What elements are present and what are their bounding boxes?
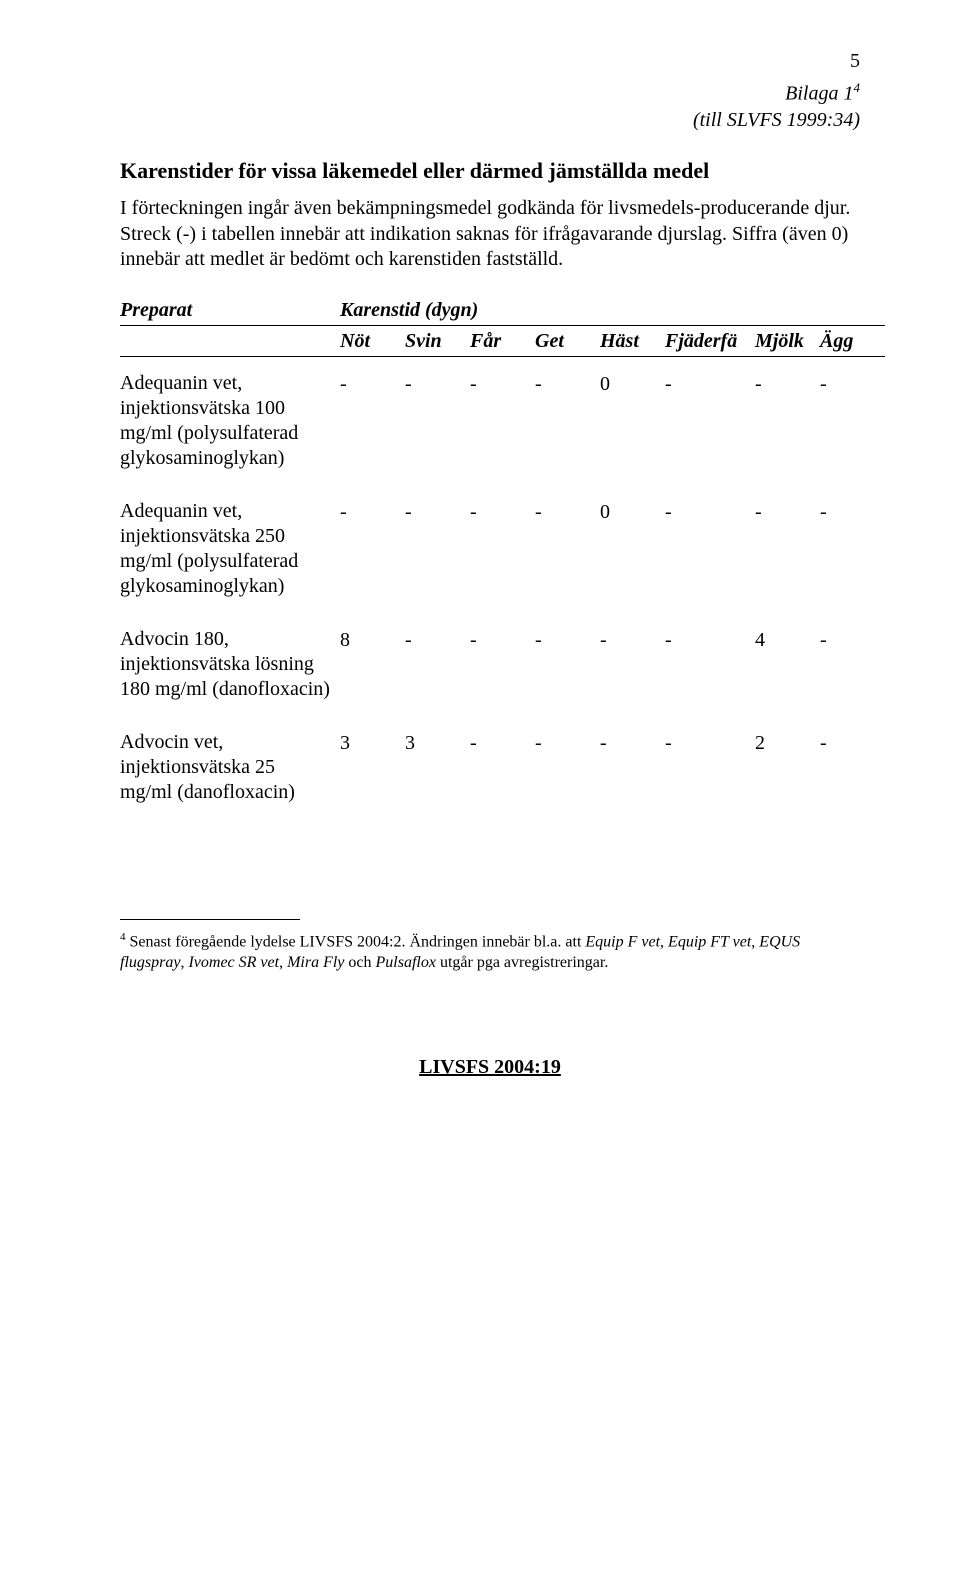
karenstid-table: Preparat Karenstid (dygn) Nöt Svin Får G… — [120, 295, 885, 819]
cell-prep: Adequanin vet, injektionsvätska 250 mg/m… — [120, 485, 340, 613]
th-col-2: Får — [470, 325, 535, 356]
footnote-sep-1: , — [660, 933, 668, 950]
footnote: 4 Senast föregående lydelse LIVSFS 2004:… — [120, 930, 860, 974]
table-header-row-1: Preparat Karenstid (dygn) — [120, 295, 885, 326]
th-col-6: Mjölk — [755, 325, 820, 356]
cell-val: - — [755, 485, 820, 613]
th-empty — [120, 325, 340, 356]
page-number: 5 — [120, 48, 860, 74]
footnote-italic-1: Equip F vet — [585, 933, 660, 950]
cell-val: 2 — [755, 716, 820, 819]
cell-val: - — [535, 716, 600, 819]
section-heading: Karenstider för vissa läkemedel eller dä… — [120, 157, 860, 185]
bilaga-sup: 4 — [854, 80, 861, 95]
cell-val: - — [405, 485, 470, 613]
th-col-4: Häst — [600, 325, 665, 356]
bilaga-line1: Bilaga 14 — [120, 80, 860, 107]
table-row: Adequanin vet, injektionsvätska 250 mg/m… — [120, 485, 885, 613]
cell-val: - — [535, 485, 600, 613]
cell-val: - — [600, 613, 665, 716]
cell-val: - — [470, 613, 535, 716]
cell-val: 3 — [340, 716, 405, 819]
bilaga-prefix: Bilaga 1 — [785, 83, 853, 105]
cell-val: - — [820, 485, 885, 613]
footnote-italic-4: Ivomec SR vet — [188, 954, 279, 971]
table-row: Advocin 180, injektionsvätska lösning 18… — [120, 613, 885, 716]
cell-val: - — [600, 716, 665, 819]
intro-paragraph: I förteckningen ingår även bekämpningsme… — [120, 196, 860, 273]
bilaga-block: Bilaga 14 (till SLVFS 1999:34) — [120, 80, 860, 133]
cell-val: - — [470, 356, 535, 485]
cell-val: 8 — [340, 613, 405, 716]
cell-val: - — [665, 356, 755, 485]
cell-val: - — [405, 613, 470, 716]
table-row: Advocin vet, injektionsvätska 25 mg/ml (… — [120, 716, 885, 819]
cell-val: 0 — [600, 356, 665, 485]
cell-val: 0 — [600, 485, 665, 613]
cell-val: - — [340, 485, 405, 613]
cell-prep: Advocin vet, injektionsvätska 25 mg/ml (… — [120, 716, 340, 819]
cell-val: - — [535, 613, 600, 716]
cell-val: - — [665, 716, 755, 819]
cell-val: - — [820, 716, 885, 819]
table-row: Adequanin vet, injektionsvätska 100 mg/m… — [120, 356, 885, 485]
cell-prep: Adequanin vet, injektionsvätska 100 mg/m… — [120, 356, 340, 485]
cell-val: - — [755, 356, 820, 485]
footnote-text-after: utgår pga avregistreringar. — [436, 954, 608, 971]
footnote-italic-5: Mira Fly — [287, 954, 344, 971]
cell-prep: Advocin 180, injektionsvätska lösning 18… — [120, 613, 340, 716]
th-col-5: Fjäderfä — [665, 325, 755, 356]
bilaga-line2: (till SLVFS 1999:34) — [120, 107, 860, 133]
th-karenstid: Karenstid (dygn) — [340, 295, 885, 326]
th-col-3: Get — [535, 325, 600, 356]
table-header-row-2: Nöt Svin Får Get Häst Fjäderfä Mjölk Ägg — [120, 325, 885, 356]
footnote-separator — [120, 919, 300, 920]
cell-val: 3 — [405, 716, 470, 819]
cell-val: - — [470, 716, 535, 819]
cell-val: - — [665, 485, 755, 613]
footnote-italic-6: Pulsaflox — [376, 954, 436, 971]
cell-val: - — [820, 356, 885, 485]
footnote-sep-4: , — [279, 954, 287, 971]
cell-val: - — [405, 356, 470, 485]
th-col-1: Svin — [405, 325, 470, 356]
cell-val: - — [820, 613, 885, 716]
footnote-text-1: Senast föregående lydelse LIVSFS 2004:2.… — [126, 933, 586, 950]
th-col-0: Nöt — [340, 325, 405, 356]
cell-val: 4 — [755, 613, 820, 716]
footnote-italic-2: Equip FT vet — [668, 933, 751, 950]
cell-val: - — [535, 356, 600, 485]
cell-val: - — [470, 485, 535, 613]
th-preparat: Preparat — [120, 295, 340, 326]
cell-val: - — [665, 613, 755, 716]
cell-val: - — [340, 356, 405, 485]
th-col-7: Ägg — [820, 325, 885, 356]
footer-ref: LIVSFS 2004:19 — [120, 1054, 860, 1080]
footnote-sep-5: och — [344, 954, 375, 971]
